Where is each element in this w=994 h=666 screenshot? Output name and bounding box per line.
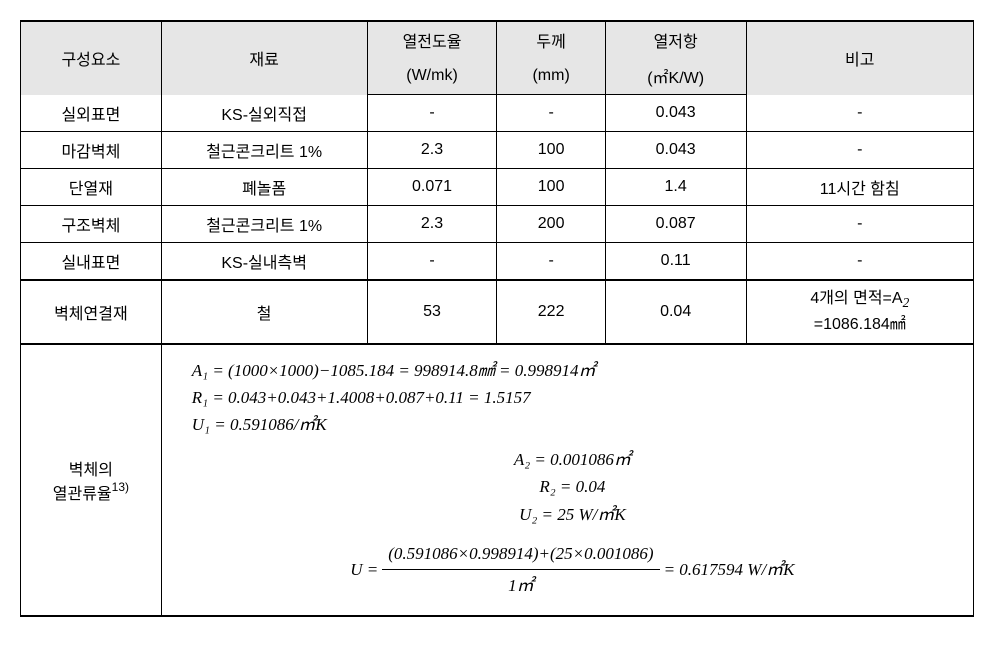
col-material: 재료 <box>161 21 367 95</box>
note-line1: 4개의 면적=A <box>810 290 902 307</box>
connector-row: 벽체연결재철532220.044개의 면적=A2=1086.184㎟ <box>21 280 974 344</box>
cell-material: 철 <box>161 280 367 344</box>
cell-note: 11시간 함침 <box>746 168 973 205</box>
cell-note: - <box>746 205 973 242</box>
cell-res: 0.087 <box>605 205 746 242</box>
table-body: 실외표면KS-실외직접--0.043-마감벽체철근콘크리트 1%2.31000.… <box>21 95 974 617</box>
cell-note: 4개의 면적=A2=1086.184㎟ <box>746 280 973 344</box>
calc-a2: A₂ = 0.001086㎡ <box>192 446 953 473</box>
cell-component: 구조벽체 <box>21 205 162 242</box>
cell-res: 0.04 <box>605 280 746 344</box>
cell-material: 폐놀폼 <box>161 168 367 205</box>
col-resistance-label: 열저항 <box>605 21 746 58</box>
cell-component: 마감벽체 <box>21 131 162 168</box>
table-row: 실외표면KS-실외직접--0.043- <box>21 95 974 132</box>
cell-material: KS-실내측벽 <box>161 242 367 280</box>
cell-res: 0.043 <box>605 131 746 168</box>
calc-u2: U₂ = 25 W/㎡K <box>192 501 953 528</box>
col-conductivity-unit: (W/mk) <box>367 58 497 95</box>
cell-res: 0.043 <box>605 95 746 132</box>
cell-material: KS-실외직접 <box>161 95 367 132</box>
cell-thick: 100 <box>497 168 605 205</box>
cell-cond: - <box>367 242 497 280</box>
col-conductivity-label: 열전도율 <box>367 21 497 58</box>
cell-component: 실내표면 <box>21 242 162 280</box>
cell-note: - <box>746 95 973 132</box>
table-row: 마감벽체철근콘크리트 1%2.31000.043- <box>21 131 974 168</box>
calc-r1: R₁ = 0.043+0.043+1.4008+0.087+0.11 = 1.5… <box>192 384 953 411</box>
calc-r2: R₂ = 0.04 <box>192 473 953 500</box>
cell-cond: 0.071 <box>367 168 497 205</box>
cell-thick: 200 <box>497 205 605 242</box>
col-note: 비고 <box>746 21 973 95</box>
col-thickness-unit: (mm) <box>497 58 605 95</box>
cell-note: - <box>746 242 973 280</box>
calc-label-cell: 벽체의열관류율13) <box>21 344 162 617</box>
cell-thick: - <box>497 95 605 132</box>
calc-u1: U₁ = 0.591086/㎡K <box>192 411 953 438</box>
table-row: 구조벽체철근콘크리트 1%2.32000.087- <box>21 205 974 242</box>
calc-u-equation: U = (0.591086×0.998914)+(25×0.001086)1㎡ … <box>192 540 953 599</box>
col-thickness-label: 두께 <box>497 21 605 58</box>
calc-footnote: 13) <box>112 480 129 494</box>
table-header: 구성요소 재료 열전도율 두께 열저항 비고 (W/mk) (mm) (㎡K/W… <box>21 21 974 95</box>
cell-component: 벽체연결재 <box>21 280 162 344</box>
cell-cond: - <box>367 95 497 132</box>
thermal-table: 구성요소 재료 열전도율 두께 열저항 비고 (W/mk) (mm) (㎡K/W… <box>20 20 974 617</box>
cell-component: 단열재 <box>21 168 162 205</box>
calc-label-line1: 벽체의 <box>69 462 113 479</box>
table-row: 단열재폐놀폼0.0711001.411시간 함침 <box>21 168 974 205</box>
table-row: 실내표면KS-실내측벽--0.11- <box>21 242 974 280</box>
cell-cond: 2.3 <box>367 205 497 242</box>
cell-thick: 222 <box>497 280 605 344</box>
calc-label-line2: 열관류율 <box>53 486 112 503</box>
col-resistance-unit: (㎡K/W) <box>605 58 746 95</box>
col-component: 구성요소 <box>21 21 162 95</box>
calc-row: 벽체의열관류율13) A₁ = (1000×1000)−1085.184 = 99… <box>21 344 974 617</box>
cell-thick: 100 <box>497 131 605 168</box>
note-line2: =1086.184㎟ <box>814 316 906 333</box>
cell-res: 0.11 <box>605 242 746 280</box>
cell-cond: 53 <box>367 280 497 344</box>
cell-material: 철근콘크리트 1% <box>161 205 367 242</box>
cell-thick: - <box>497 242 605 280</box>
calc-a1: A₁ = (1000×1000)−1085.184 = 998914.8㎟ = … <box>192 357 953 384</box>
cell-component: 실외표면 <box>21 95 162 132</box>
cell-res: 1.4 <box>605 168 746 205</box>
cell-cond: 2.3 <box>367 131 497 168</box>
cell-note: - <box>746 131 973 168</box>
calc-body-cell: A₁ = (1000×1000)−1085.184 = 998914.8㎟ = … <box>161 344 973 617</box>
cell-material: 철근콘크리트 1% <box>161 131 367 168</box>
